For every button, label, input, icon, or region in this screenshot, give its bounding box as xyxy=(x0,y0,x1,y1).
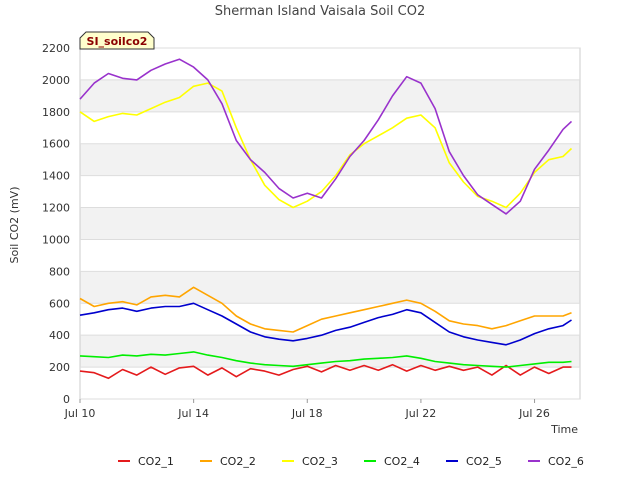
y-axis-ticks: 0 200 400 600 800 1000 1200 1400 1600 1800 2000 220… xyxy=(42,42,70,406)
y-tick-label: 800 xyxy=(49,265,70,278)
y-tick-label: 0 xyxy=(63,393,70,406)
x-tick-label: Jul 18 xyxy=(291,407,323,420)
series-lines xyxy=(79,58,573,380)
y-tick-label: 1400 xyxy=(42,170,70,183)
series-line-co2-4 xyxy=(79,351,572,368)
grid-band xyxy=(80,207,580,240)
series-line-co2-5 xyxy=(79,302,572,346)
grid-band xyxy=(80,271,580,304)
x-tick-label: Jul 10 xyxy=(64,407,96,420)
grid-band xyxy=(80,79,580,112)
site-tag: SI_soilco2 xyxy=(79,31,155,50)
legend: CO2_1 CO2_2 CO2_3 CO2_4 CO2_5 CO2_6 xyxy=(118,455,584,468)
x-axis-label: Time xyxy=(550,423,578,436)
y-tick-label: 1600 xyxy=(42,138,70,151)
series-line-co2-1 xyxy=(79,363,572,380)
grid-band xyxy=(80,143,580,176)
legend-label: CO2_6 xyxy=(548,455,584,468)
y-tick-label: 400 xyxy=(49,329,70,342)
x-axis-ticks: Jul 10 Jul 14 Jul 18 Jul 22 Jul 26 xyxy=(64,399,550,420)
y-tick-label: 1800 xyxy=(42,106,70,119)
y-tick-label: 2200 xyxy=(42,42,70,55)
site-tag-label: SI_soilco2 xyxy=(87,35,148,48)
y-tick-label: 1000 xyxy=(42,233,70,246)
y-tick-label: 200 xyxy=(49,361,70,374)
chart-title: Sherman Island Vaisala Soil CO2 xyxy=(215,4,425,19)
series-line-co2-3 xyxy=(79,82,573,209)
plot-background-bands xyxy=(80,79,580,368)
legend-label: CO2_5 xyxy=(466,455,502,468)
legend-label: CO2_1 xyxy=(138,455,174,468)
legend-label: CO2_2 xyxy=(220,455,256,468)
y-tick-label: 1200 xyxy=(42,202,70,215)
x-tick-label: Jul 26 xyxy=(518,407,550,420)
series-line-co2-6 xyxy=(79,58,573,215)
series-line-co2-2 xyxy=(79,286,572,333)
y-tick-label: 600 xyxy=(49,297,70,310)
legend-label: CO2_3 xyxy=(302,455,338,468)
y-tick-label: 2000 xyxy=(42,74,70,87)
x-tick-label: Jul 14 xyxy=(177,407,209,420)
x-tick-label: Jul 22 xyxy=(405,407,437,420)
grid-lines xyxy=(80,47,580,400)
y-axis-label: Soil CO2 (mV) xyxy=(8,187,21,264)
legend-label: CO2_4 xyxy=(384,455,420,468)
